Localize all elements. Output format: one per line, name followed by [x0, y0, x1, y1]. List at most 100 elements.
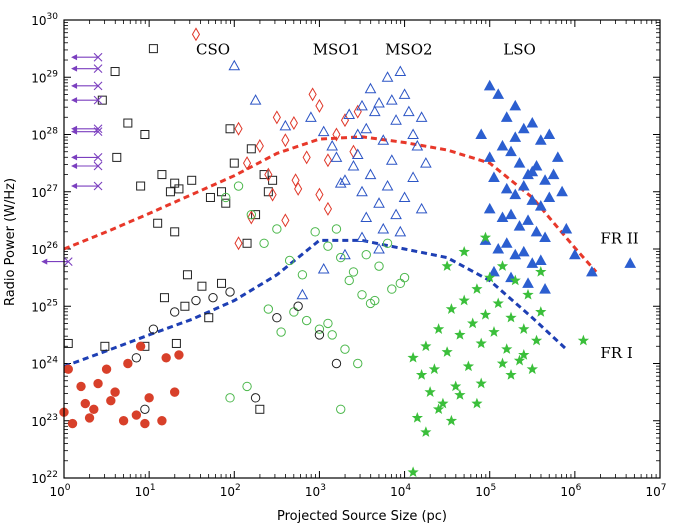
black-open-circles-point — [225, 287, 235, 297]
mso-lso-triangles-point — [373, 197, 385, 208]
fr-i-open-circles-point — [263, 304, 274, 314]
fr-i-open-circles-point — [310, 227, 320, 237]
fr-ii-filled-triangles-point — [509, 188, 522, 200]
fr-i-stars-point — [437, 397, 449, 409]
mso-lso-triangles-point — [385, 154, 398, 165]
fr-ii-filled-triangles-point — [492, 88, 505, 99]
upper-limit-arrows-point — [41, 257, 73, 266]
fr-i-stars-point — [535, 306, 547, 317]
upper-limit-arrows-point — [71, 127, 103, 137]
fr-i-open-circles-point — [331, 224, 342, 234]
y-tick-label: 1023 — [31, 413, 58, 429]
fr-i-open-circles-point — [284, 255, 295, 266]
cso-mso-diamonds-point — [242, 156, 252, 171]
fr-i-open-circles-point — [374, 261, 384, 271]
cso-galaxies-point — [263, 187, 273, 197]
fr-i-open-circles-point — [272, 224, 282, 234]
mso-lso-triangles-point — [296, 288, 309, 300]
fr-i-stars-point — [424, 386, 436, 397]
fr-ii-filled-triangles-point — [517, 122, 530, 134]
fr-i-stars-point — [479, 231, 492, 243]
compact-filled-circles-point — [84, 413, 95, 423]
fr-i-stars-point — [458, 245, 470, 257]
cso-mso-diamonds-point — [289, 116, 298, 131]
cso-mso-diamonds-point — [302, 150, 311, 165]
black-open-circles-point — [131, 353, 142, 363]
fr-ii-filled-triangles-point — [534, 254, 547, 265]
fr-ii-filled-triangles-point — [526, 165, 539, 177]
fr-i-open-circles-point — [340, 344, 350, 354]
fr-ii-filled-triangles-point — [556, 185, 568, 197]
mso-lso-triangles-point — [385, 94, 398, 105]
mso-lso-triangles-point — [407, 171, 419, 182]
cso-galaxies-point — [229, 158, 239, 168]
fr-i-stars-point — [407, 351, 419, 363]
fr-i-open-circles-point — [382, 238, 393, 248]
fr-i-stars-point — [441, 260, 453, 271]
fr-ii-filled-triangles-point — [526, 194, 539, 205]
fr-ii-filled-triangles-point — [483, 202, 496, 214]
mso-lso-triangles-point — [356, 231, 368, 243]
fr-ii-filled-triangles-point — [513, 220, 526, 231]
mso-lso-triangles-point — [279, 119, 292, 131]
fr-ii-filled-triangles-point — [517, 179, 530, 191]
fr-i-stars-point — [475, 337, 487, 349]
mso-lso-triangles-point — [420, 157, 432, 168]
cso-galaxies-point — [187, 175, 197, 185]
cso-galaxies-point — [165, 187, 175, 197]
fr-ii-filled-triangles-point — [543, 191, 556, 202]
mso-lso-triangles-point — [415, 111, 428, 122]
mso-lso-triangles-point — [356, 99, 368, 111]
annotations: CSO MSO1 MSO2 LSO FR II FR I — [196, 40, 639, 361]
cso-mso-diamonds-point — [247, 210, 256, 225]
fr-ii-filled-triangles-point — [547, 168, 560, 180]
fr-ii-filled-triangles-point — [509, 131, 522, 142]
mso-lso-triangles-point — [377, 222, 390, 234]
mso-lso-triangles-point — [330, 151, 343, 162]
fr-i-open-circles-point — [353, 358, 363, 369]
cso-mso-diamonds-point — [349, 144, 358, 159]
compact-filled-circles-point — [123, 358, 133, 369]
class-label-fr-ii: FR II — [600, 229, 638, 247]
cso-galaxies-point — [97, 95, 107, 105]
black-open-circles-point — [250, 393, 261, 403]
fr-i-open-circles-point — [314, 324, 325, 334]
cso-mso-diamonds-point — [234, 236, 243, 251]
fr-ii-filled-triangles-point — [483, 79, 496, 91]
fr-ii-filled-triangles-point — [517, 245, 530, 257]
fr-i-open-circles-point — [336, 404, 346, 414]
fr-ii-filled-triangles-point — [492, 242, 505, 254]
compact-filled-circles-point — [80, 398, 90, 409]
fr-ii-filled-triangles-point — [539, 283, 551, 294]
fr-i-stars-point — [432, 403, 445, 415]
data-points — [41, 27, 637, 478]
fr-ii-filled-triangles-point — [475, 128, 488, 139]
x-tick-label: 103 — [305, 483, 326, 499]
cso-mso-diamonds-point — [268, 187, 277, 202]
fr-i-open-circles-point — [301, 315, 312, 326]
fr-ii-filled-triangles-point — [569, 248, 581, 260]
fr-i-stars-point — [522, 288, 534, 300]
mso-lso-triangles-point — [347, 159, 360, 171]
compact-filled-circles-point — [101, 364, 112, 374]
fr-i-stars-point — [432, 323, 445, 334]
fr-i-stars-point — [518, 348, 530, 360]
fr-i-stars-point — [407, 466, 419, 478]
cso-mso-diamonds-point — [308, 87, 317, 102]
y-tick-label: 1025 — [31, 298, 58, 314]
x-tick-label: 101 — [135, 483, 156, 499]
fr-i-stars-point — [458, 294, 470, 306]
compact-filled-circles-point — [157, 416, 167, 426]
fr-ii-filled-triangles-point — [551, 151, 564, 162]
black-open-circles-point — [191, 295, 201, 306]
region-label-lso: LSO — [503, 40, 536, 58]
cso-galaxies-point — [217, 278, 227, 288]
compact-filled-circles-point — [161, 353, 171, 363]
mso-lso-triangles-point — [373, 96, 385, 108]
fr-i-stars-point — [475, 377, 487, 389]
fr-ii-filled-triangles-point — [534, 200, 547, 211]
fr-i-stars-point — [484, 271, 496, 283]
mso-lso-triangles-point — [394, 65, 407, 77]
cso-galaxies-point — [197, 281, 207, 291]
fr-i-open-circles-point — [221, 192, 231, 203]
